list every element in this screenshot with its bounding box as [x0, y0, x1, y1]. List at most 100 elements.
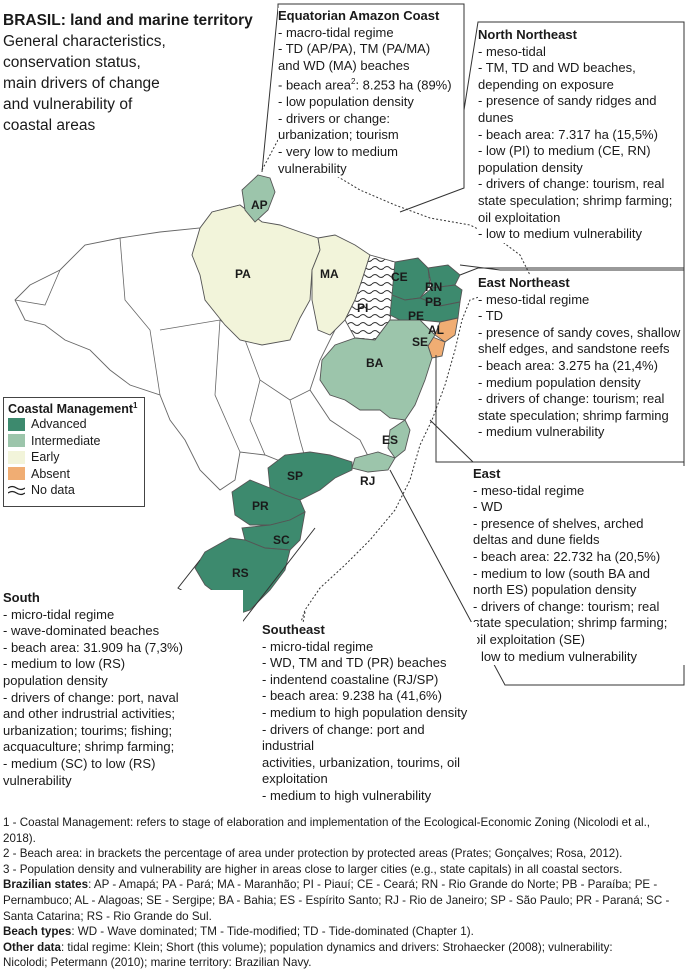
- label-pe: PE: [408, 309, 424, 323]
- label-pi: PI: [357, 301, 368, 315]
- legend-swatch: [8, 467, 25, 481]
- sector-line: urbanization; tourism: [278, 127, 399, 143]
- sector-line: depending on exposure: [478, 76, 614, 92]
- sector-line: urbanization; tourims; fishing;: [3, 722, 173, 738]
- sector-line: - low (PI) to medium (CE, RN): [478, 143, 651, 159]
- marine-territory-outline: [261, 139, 531, 626]
- leader-equatorial: [261, 3, 465, 213]
- legend-item-absent: Absent: [4, 466, 144, 483]
- label-ce: CE: [391, 270, 408, 284]
- legend-label: No data: [31, 483, 75, 498]
- sector-southeast-box: Southeast - micro-tidal regime - WD, TM …: [262, 622, 477, 805]
- sector-line: oil exploitation: [478, 209, 561, 225]
- sector-line: population density: [3, 672, 108, 688]
- leader-north-northeast: [459, 21, 685, 271]
- sector-line: - wave-dominated beaches: [3, 623, 160, 639]
- state-al: [434, 317, 459, 343]
- sector-line: and other indrustrial activities;: [3, 706, 175, 722]
- sector-east-box: East - meso-tidal regime - WD - presence…: [473, 466, 685, 666]
- footnote-2: 2 - Beach area: in brackets the percenta…: [3, 847, 623, 861]
- sector-line: state speculation; shrimp farming;: [473, 615, 668, 631]
- sector-line: - WD, TM and TD (PR) beaches: [262, 655, 447, 671]
- other-data-note: Other data: tidal regime: Klein; Short (…: [3, 940, 613, 954]
- sector-line: - beach area: 22.732 ha (20,5%): [473, 548, 661, 564]
- state-border-lines: [14, 237, 311, 476]
- sector-line: - drivers or change:: [278, 110, 390, 126]
- sector-heading: Equatorian Amazon Coast: [278, 8, 440, 23]
- sector-line: - meso-tidal: [478, 43, 546, 59]
- sector-line: north ES) population density: [473, 582, 637, 598]
- sector-line: - meso-tidal regime: [478, 291, 590, 307]
- label-rs: RS: [232, 566, 249, 580]
- legend-title: Coastal Management1: [8, 401, 138, 417]
- legend-swatch: [8, 450, 25, 464]
- sector-line: - WD: [473, 499, 503, 515]
- label-ma: MA: [320, 267, 339, 281]
- legend-label: Early: [31, 450, 60, 465]
- sector-heading: South: [3, 590, 40, 605]
- sector-south-box: South - micro-tidal regime - wave-domina…: [3, 590, 243, 790]
- sector-line: - beach area: 7.317 ha (15,5%): [478, 126, 658, 142]
- label-sp: SP: [287, 469, 303, 483]
- sector-line: oil exploitation (SE): [473, 631, 585, 647]
- sector-line: - low population density: [278, 94, 414, 110]
- map-title: BRASIL: land and marine territory Genera…: [3, 10, 253, 136]
- sector-line: - drivers of change: tourism; real: [473, 598, 660, 614]
- title-line-3: conservation status,: [3, 54, 141, 71]
- state-ap: [241, 174, 276, 223]
- legend-item-no-data: No data: [4, 482, 144, 499]
- label-ap: AP: [251, 198, 268, 212]
- sector-line: - medium to low (RS): [3, 656, 126, 672]
- sector-line: - macro-tidal regime: [278, 24, 394, 40]
- state-pa: [191, 204, 321, 346]
- label-se: SE: [412, 335, 428, 349]
- sector-line: vulnerability: [3, 772, 72, 788]
- sector-heading: East: [473, 466, 501, 481]
- sector-line: - drivers of change: tourism, real: [478, 176, 665, 192]
- label-pa: PA: [235, 267, 251, 281]
- legend-item-early: Early: [4, 449, 144, 466]
- sector-line: activities, urbanization, tourims, oil: [262, 754, 460, 770]
- label-pr: PR: [252, 499, 269, 513]
- sector-line: shelf edges, and sandstone reefs: [478, 341, 670, 357]
- wavy-lines-icon: [8, 485, 25, 496]
- title-line-5: and vulnerability of: [3, 96, 133, 113]
- title-line-4: main drivers of change: [3, 75, 160, 92]
- sector-line: acquaculture; shrimp farming;: [3, 739, 175, 755]
- sector-line: - beach area2: 8.253 ha (89%): [278, 77, 452, 93]
- state-rs: [194, 537, 291, 616]
- sector-line: - micro-tidal regime: [262, 638, 374, 654]
- sector-line: deltas and dune fields: [473, 532, 600, 548]
- legend-item-advanced: Advanced: [4, 416, 144, 433]
- sector-line: and WD (MA) beaches: [278, 57, 410, 73]
- sector-line: - drivers of change: port, naval: [3, 689, 179, 705]
- sector-east-northeast-box: East Northeast - meso-tidal regime - TD …: [478, 275, 683, 441]
- sector-line: - presence of sandy coves, shallow: [478, 324, 681, 340]
- sector-line: - drivers of change: port and industrial: [262, 721, 425, 754]
- states-note-cont: Santa Catarina; RS - Rio Grande do Sul.: [3, 909, 212, 923]
- other-data-note-cont: Nicolodi; Petermann (2010); marine terri…: [3, 956, 312, 970]
- sector-equatorial-box: Equatorian Amazon Coast - macro-tidal re…: [278, 8, 463, 178]
- sector-line: - TD (AP/PA), TM (PA/MA): [278, 41, 431, 57]
- sector-line: state speculation; shrimp farming;: [478, 192, 673, 208]
- label-pb: PB: [425, 295, 442, 309]
- sector-line: - medium vulnerability: [478, 424, 605, 440]
- label-sc: SC: [273, 533, 290, 547]
- sector-heading: East Northeast: [478, 275, 570, 290]
- sector-line: - low to medium vulnerability: [478, 226, 643, 242]
- legend-label: Intermediate: [31, 433, 101, 448]
- legend-swatch: [8, 417, 25, 431]
- states-note-cont: Pernambuco; AL - Alagoas; SE - Sergipe; …: [3, 893, 670, 907]
- title-line-6: coastal areas: [3, 117, 96, 134]
- state-rn: [427, 264, 461, 289]
- legend-label: Absent: [31, 466, 70, 481]
- sector-heading: Southeast: [262, 622, 325, 637]
- sector-line: - medium population density: [478, 374, 641, 390]
- sector-line: vulnerability: [278, 160, 347, 176]
- sector-line: - medium to high vulnerability: [262, 787, 432, 803]
- footnote-1: 1 - Coastal Management: refers to stage …: [3, 816, 651, 829]
- map-legend: Coastal Management1 Advanced Intermediat…: [3, 397, 145, 507]
- sector-line: exploitation: [262, 771, 328, 787]
- label-es: ES: [382, 433, 398, 447]
